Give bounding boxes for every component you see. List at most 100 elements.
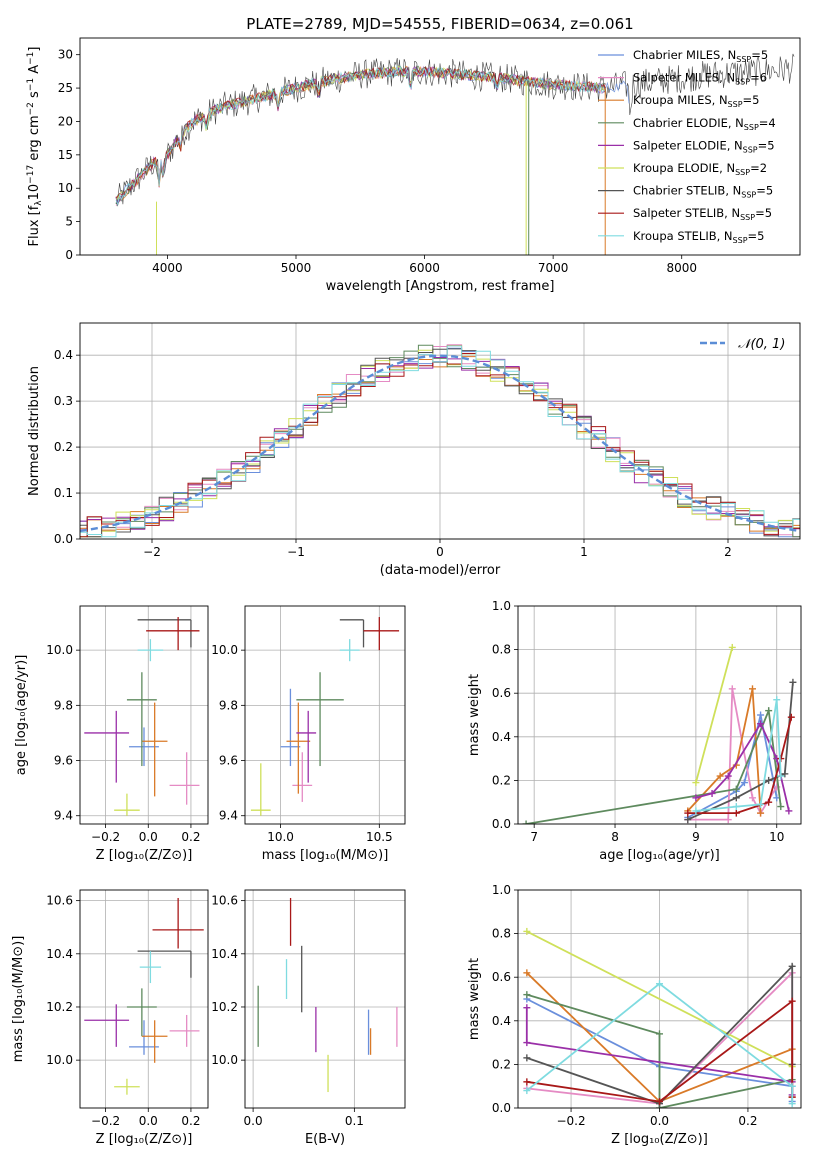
error-bar-point	[296, 710, 317, 783]
y-tick-label: 0.0	[492, 817, 511, 831]
weight-marker	[522, 820, 530, 824]
x-tick-label: 4000	[152, 261, 183, 275]
y-tick-label: 0.6	[492, 686, 511, 700]
weight-marker	[724, 772, 732, 780]
error-bar-point	[146, 617, 200, 651]
weight-marker	[716, 772, 724, 780]
legend-label: Kroupa ELODIE, NSSP=2	[633, 161, 767, 177]
residual-histogram	[80, 345, 800, 538]
x-tick-label: 0.0	[139, 1114, 158, 1128]
error-bar-point	[286, 702, 311, 794]
error-bar-point	[84, 1004, 130, 1047]
y-tick-label: 0.3	[54, 394, 73, 408]
weight-marker	[777, 772, 785, 780]
y-tick-label: 30	[58, 48, 73, 62]
weight-marker	[732, 803, 740, 811]
normal-curve	[80, 354, 800, 533]
y-tick-label: 10.6	[46, 894, 73, 908]
weight-marker	[523, 1078, 531, 1086]
y-tick-label: 9.8	[219, 698, 238, 712]
x-tick-label: −0.2	[91, 830, 120, 844]
legend-label: Salpeter STELIB, NSSP=5	[633, 206, 772, 222]
x-tick-label: 2	[724, 545, 732, 559]
legend-label: Salpeter ELODIE, NSSP=5	[633, 138, 775, 154]
y-tick-label: 0.6	[492, 970, 511, 984]
y-tick-label: 10.0	[211, 643, 238, 657]
weight-line	[526, 930, 793, 1068]
x-axis-label: age [log₁₀(age/yr)]	[599, 848, 720, 863]
axes-frame	[79, 37, 801, 256]
y-tick-label: 0.2	[54, 440, 73, 454]
panel-mass-vs-Z: −0.2 0.0 0.2 10.0 10.2 10.4 10.6 Z [log₁₀(Z/Z⊙)…	[11, 889, 209, 1147]
weight-marker	[724, 816, 732, 824]
weight-marker	[773, 696, 781, 704]
residual-histogram	[80, 344, 800, 538]
x-tick-label: 0.0	[139, 830, 158, 844]
error-bar-point	[129, 1020, 159, 1055]
weight-marker	[684, 816, 692, 824]
x-axis-label: wavelength [Angstrom, rest frame]	[326, 279, 555, 294]
weight-marker	[523, 1004, 531, 1012]
error-bar-point	[137, 619, 192, 648]
error-bar-point	[339, 639, 360, 662]
y-axis-label: mass weight	[467, 958, 482, 1040]
axes-frame	[517, 605, 802, 825]
weight-line	[526, 999, 794, 1103]
y-tick-label: 10.0	[46, 1053, 73, 1067]
x-tick-label: 0.0	[650, 1114, 669, 1128]
x-tick-label: 7000	[538, 261, 569, 275]
weight-line	[525, 707, 782, 824]
y-tick-label: 0.4	[54, 348, 73, 362]
x-tick-label: 8	[611, 830, 619, 844]
weight-marker	[789, 678, 797, 686]
y-axis-label: mass weight	[467, 674, 482, 756]
error-bar-point	[114, 1078, 140, 1095]
weight-marker	[781, 770, 789, 778]
x-tick-label: 10.0	[267, 830, 294, 844]
y-tick-label: 0.2	[492, 1057, 511, 1071]
x-tick-label: 0.2	[181, 830, 200, 844]
error-bar-point	[141, 702, 168, 797]
y-axis-label: mass [log₁₀(M/M⊙)]	[11, 936, 26, 1063]
x-tick-label: 0.2	[181, 1114, 200, 1128]
x-tick-label: 1	[580, 545, 588, 559]
weight-marker	[788, 997, 796, 1005]
plot-area	[84, 617, 200, 816]
y-tick-label: 9.6	[219, 754, 238, 768]
panel-age-vs-mass: 10.0 10.5 9.4 9.6 9.8 10.0 mass [log₁₀(M/M⊙)]	[211, 605, 406, 863]
legend-label: Chabrier STELIB, NSSP=5	[633, 184, 773, 200]
error-bar-point	[280, 688, 301, 767]
figure-title: PLATE=2789, MJD=54555, FIBERID=0634, z=0…	[246, 15, 633, 33]
y-tick-label: 9.8	[54, 698, 73, 712]
y-axis-label: Flux [fλ10−17 erg cm−2 s−1 A−1]	[26, 47, 44, 247]
residual-histogram	[80, 344, 800, 538]
axes-frame	[517, 889, 802, 1109]
panel-spectrum: 4000 5000 6000 7000 8000 0 5 10 15 20 25 30 waveleng…	[26, 37, 801, 294]
y-tick-label: 15	[58, 148, 73, 162]
legend-label: Kroupa MILES, NSSP=5	[633, 93, 759, 109]
error-bar-point	[152, 897, 204, 949]
weight-marker	[777, 803, 785, 811]
weight-line	[526, 982, 794, 1104]
y-tick-label: 25	[58, 81, 73, 95]
axes-frame	[79, 322, 801, 540]
x-tick-label: 0.0	[244, 1114, 263, 1128]
error-bar-point	[250, 763, 271, 816]
x-tick-label: 9	[692, 830, 700, 844]
panel-age-vs-Z: −0.2 0.0 0.2 9.4 9.6 9.8 10.0 Z [log₁₀(Z/Z⊙)] ag…	[14, 605, 209, 863]
error-bar-point	[292, 752, 313, 802]
error-bar-point	[137, 950, 192, 978]
y-axis-label: Normed distribution	[27, 366, 42, 496]
y-tick-label: 10.0	[211, 1053, 238, 1067]
panel-residuals: −2 −1 0 1 2 0.0 0.1 0.2 0.3 0.4 𝒩(0, 1) (data-model…	[27, 322, 801, 578]
y-tick-label: 0	[65, 248, 73, 262]
weight-marker	[523, 1039, 531, 1047]
y-tick-label: 10.0	[46, 643, 73, 657]
x-axis-label: Z [log₁₀(Z/Z⊙)]	[611, 1132, 708, 1147]
weight-marker	[732, 809, 740, 817]
weight-marker	[684, 809, 692, 817]
weight-marker	[788, 1100, 796, 1108]
error-bar-point	[137, 639, 164, 662]
weight-marker	[757, 809, 765, 817]
y-tick-label: 10.2	[211, 1000, 238, 1014]
